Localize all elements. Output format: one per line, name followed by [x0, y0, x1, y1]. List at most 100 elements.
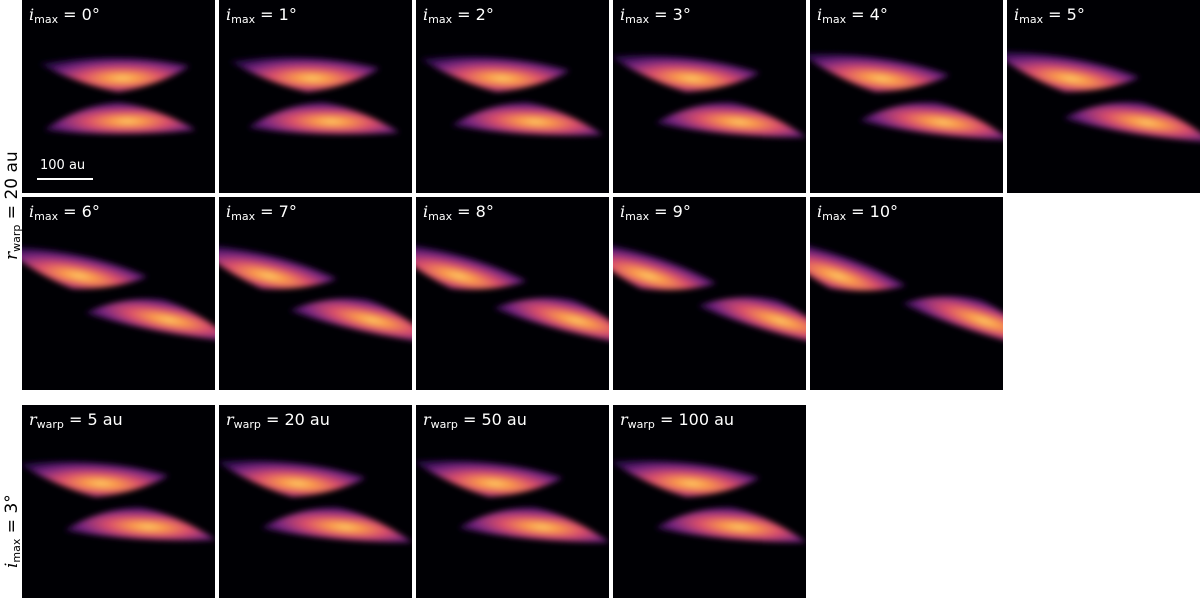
disk-image-panel-2: imax = 1° [219, 0, 412, 193]
disk-upper-lobe [1007, 51, 1141, 92]
disk-lower-lobe [1063, 101, 1200, 143]
panel-label-var: r [620, 410, 628, 429]
disk-upper-lobe [219, 244, 338, 290]
panel-label: imax = 3° [620, 5, 691, 26]
disk-upper-lobe [810, 53, 951, 92]
panel-label-value: = 5° [1043, 5, 1085, 24]
disk-lower-lobe [493, 297, 609, 347]
panel-label-var: i [423, 202, 429, 221]
disk-image-panel-4: imax = 3° [613, 0, 806, 193]
disk-image [810, 237, 1003, 351]
disk-image [613, 460, 806, 543]
disk-image [613, 55, 806, 138]
panel-label-value: = 0° [58, 5, 100, 24]
disk-lower-lobe [247, 102, 400, 135]
panel-label-sub: max [1019, 13, 1044, 26]
panel-label-value: = 9° [649, 202, 691, 221]
panel-label-sub: warp [233, 418, 261, 431]
panel-label: imax = 7° [226, 202, 297, 223]
disk-image [219, 244, 412, 344]
disk-image [40, 57, 196, 134]
panel-label-sub: warp [36, 418, 64, 431]
disk-image-panel-10: imax = 9° [613, 197, 806, 390]
panel-label-var: i [29, 5, 35, 24]
panel-label-var: r [226, 410, 234, 429]
panel-label: imax = 9° [620, 202, 691, 223]
panel-label-value: = 20 au [260, 410, 330, 429]
panel-label-value: = 50 au [457, 410, 527, 429]
row-label-var: r [2, 251, 22, 260]
disk-upper-lobe [22, 461, 170, 497]
disk-lower-lobe [64, 507, 215, 541]
disk-image-panel-5: imax = 4° [810, 0, 1003, 193]
panel-label: imax = 5° [1014, 5, 1085, 26]
panel-label-sub: max [822, 13, 847, 26]
disk-upper-lobe [416, 460, 564, 497]
panel-label-var: i [817, 202, 823, 221]
panel-label-var: r [29, 410, 37, 429]
disk-image-panel-6: imax = 5° [1007, 0, 1200, 193]
panel-label-value: = 1° [255, 5, 297, 24]
disk-image-panel-3: imax = 2° [416, 0, 609, 193]
panel-label-var: i [226, 202, 232, 221]
panel-label: imax = 8° [423, 202, 494, 223]
panel-label-value: = 3° [649, 5, 691, 24]
disk-image [219, 460, 412, 543]
disk-image [22, 246, 215, 342]
disk-lower-lobe [859, 102, 1003, 140]
disk-lower-lobe [261, 507, 412, 543]
disk-upper-lobe [613, 460, 761, 497]
panel-label: imax = 2° [423, 5, 494, 26]
panel-label-sub: warp [430, 418, 458, 431]
panel-label-sub: warp [627, 418, 655, 431]
panel-label: rwarp = 100 au [620, 410, 734, 431]
panel-label-value: = 8° [452, 202, 494, 221]
panel-label-sub: max [625, 13, 650, 26]
panel-label: imax = 10° [817, 202, 898, 223]
disk-upper-lobe [22, 246, 148, 289]
disk-lower-lobe [655, 507, 806, 543]
disk-image [230, 57, 400, 135]
panel-label-var: r [423, 410, 431, 429]
panel-label-sub: max [428, 13, 453, 26]
disk-image-panel-7: imax = 6° [22, 197, 215, 390]
disk-image [416, 460, 609, 543]
panel-label-var: i [29, 202, 35, 221]
disk-image-panel-11: imax = 10° [810, 197, 1003, 390]
panel-label: rwarp = 5 au [29, 410, 123, 431]
panel-label-var: i [1014, 5, 1020, 24]
disk-image-panel-13: rwarp = 20 au [219, 405, 412, 598]
panel-label-sub: max [231, 210, 256, 223]
disk-upper-lobe [613, 239, 717, 291]
panel-label-value: = 4° [846, 5, 888, 24]
disk-lower-lobe [458, 507, 609, 543]
disk-image [810, 53, 1003, 140]
panel-label-value: = 5 au [63, 410, 123, 429]
panel-label-sub: max [822, 210, 847, 223]
panel-label: imax = 0° [29, 5, 100, 26]
panel-label-sub: max [428, 210, 453, 223]
panel-label-value: = 6° [58, 202, 100, 221]
disk-upper-lobe [613, 55, 761, 92]
panel-label-var: i [423, 5, 429, 24]
panel-label-sub: max [34, 210, 59, 223]
disk-image-panel-14: rwarp = 50 au [416, 405, 609, 598]
disk-image-panel-9: imax = 8° [416, 197, 609, 390]
panel-label-value: = 100 au [654, 410, 735, 429]
row-label-var: i [2, 562, 22, 568]
panel-label-sub: max [231, 13, 256, 26]
disk-image-panel-12: rwarp = 5 au [22, 405, 215, 598]
disk-image-panel-8: imax = 7° [219, 197, 412, 390]
disk-lower-lobe [44, 102, 196, 134]
row-label-imax-3deg: imax = 3° [2, 494, 23, 568]
panel-label-var: i [226, 5, 232, 24]
panel-label-sub: max [34, 13, 59, 26]
panel-label-var: i [817, 5, 823, 24]
disk-upper-lobe [219, 460, 367, 497]
panel-label: imax = 1° [226, 5, 297, 26]
panel-label-var: i [620, 202, 626, 221]
panel-label-value: = 2° [452, 5, 494, 24]
panel-label-value: = 7° [255, 202, 297, 221]
disk-image-panel-15: rwarp = 100 au [613, 405, 806, 598]
panel-label: imax = 4° [817, 5, 888, 26]
